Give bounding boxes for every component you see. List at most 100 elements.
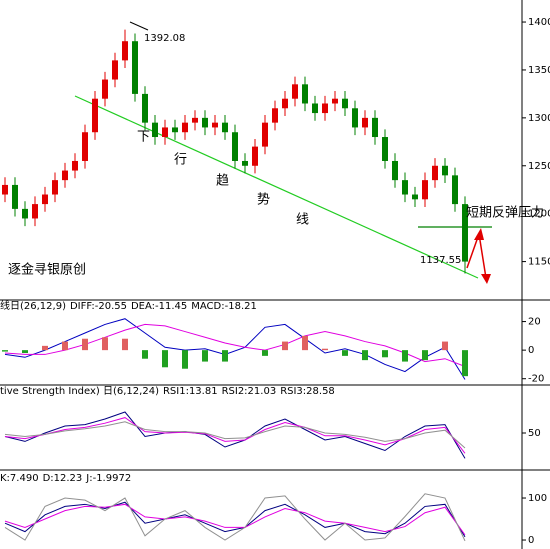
y-tick-label: 50	[528, 428, 541, 439]
candle-body	[132, 41, 138, 94]
panel-title: tive Strength Index) 日(6,12,24)	[0, 386, 159, 397]
histogram-bar	[402, 350, 408, 362]
y-tick-label: 0	[528, 345, 534, 356]
arrowhead	[481, 274, 491, 284]
candle-body	[292, 84, 298, 99]
y-tick-label: -20	[528, 374, 544, 385]
histogram-bar	[282, 341, 288, 351]
candle-body	[442, 165, 448, 176]
histogram-bar	[122, 338, 128, 351]
y-tick-label: 1350	[528, 65, 550, 76]
histogram-bar	[182, 350, 188, 369]
candle-body	[32, 204, 38, 219]
candle-body	[342, 98, 348, 109]
candle-body	[282, 98, 288, 109]
panel-title: 线日(26,12,9)	[0, 299, 66, 312]
y-tick-label: 20	[528, 317, 541, 328]
candle-body	[192, 117, 198, 123]
candle-body	[112, 60, 118, 80]
legend-entry: RSI2:21.03	[222, 386, 277, 397]
histogram-bar	[162, 350, 168, 368]
candle-body	[422, 180, 428, 200]
candle-body	[92, 98, 98, 133]
candle-body	[332, 98, 338, 104]
candle-body	[52, 180, 58, 195]
annotation: 线	[296, 213, 309, 228]
arrow	[478, 233, 487, 279]
candle-body	[22, 208, 28, 219]
y-tick-label: 100	[528, 493, 547, 504]
annotation: 趋	[216, 174, 229, 189]
candle-body	[322, 103, 328, 114]
candle-body	[212, 122, 218, 128]
candle-body	[2, 184, 8, 195]
marks: 1150 1200 1250 1300 1350 1400 -20 0 20 线日(26,12,9…	[0, 17, 550, 546]
legend-entry: K:7.490	[0, 473, 39, 484]
series-line	[4, 493, 466, 542]
y-tick-label: 0	[528, 535, 534, 546]
annotation: 势	[257, 192, 270, 208]
candle-body	[382, 137, 388, 161]
legend-entry: RSI1:13.81	[163, 386, 218, 397]
candle-body	[272, 108, 278, 123]
candle-body	[142, 93, 148, 123]
candle-body	[432, 165, 438, 181]
trend-line	[74, 95, 479, 279]
y-tick-label: 1400	[528, 17, 550, 28]
histogram-bar	[262, 350, 268, 356]
candle-body	[352, 108, 358, 128]
annotation-leader	[129, 21, 149, 31]
candle-body	[42, 194, 48, 205]
candle-body	[152, 122, 158, 138]
histogram-bar	[102, 337, 108, 351]
series-line	[4, 501, 466, 538]
annotation: 1392.08	[144, 33, 185, 44]
series-line	[4, 503, 466, 536]
histogram-bar	[302, 335, 308, 351]
series-line	[4, 421, 466, 449]
histogram-bar	[2, 350, 8, 352]
annotation: 行	[174, 153, 187, 168]
annotation: 1137.55	[420, 255, 461, 266]
histogram-bar	[362, 350, 368, 361]
series-line	[4, 323, 466, 367]
histogram-bar	[442, 341, 448, 351]
histogram-bar	[22, 350, 28, 353]
histogram-bar	[342, 350, 348, 356]
candle-body	[122, 41, 128, 61]
candle-body	[102, 79, 108, 99]
candle-body	[242, 160, 248, 166]
candle-body	[402, 180, 408, 195]
histogram-bar	[42, 345, 48, 351]
y-tick-label: 1300	[528, 113, 550, 124]
candle-body	[302, 84, 308, 104]
legend-entry: RSI3:28.58	[280, 386, 335, 397]
legend-entry: J:-1.9972	[85, 473, 131, 484]
candle-body	[82, 132, 88, 161]
legend-entry: MACD:-18.21	[191, 301, 257, 312]
histogram-bar	[422, 350, 428, 361]
candle-body	[412, 194, 418, 200]
histogram-bar	[202, 350, 208, 362]
candle-body	[452, 175, 458, 205]
candle-body	[232, 132, 238, 161]
legend-entry: DEA:-11.45	[131, 301, 187, 312]
candle-body	[62, 170, 68, 181]
candle-body	[392, 160, 398, 181]
histogram-bar	[222, 350, 228, 362]
annotation: 逐金寻银原创	[8, 262, 86, 278]
candle-body	[202, 117, 208, 128]
y-tick-label: 1150	[528, 257, 550, 268]
histogram-bar	[382, 350, 388, 358]
series-line	[4, 411, 466, 459]
series-line	[4, 318, 466, 380]
candle-body	[372, 117, 378, 138]
candle-body	[312, 103, 318, 114]
candle-body	[182, 122, 188, 133]
histogram-bar	[462, 350, 468, 377]
candle-body	[362, 117, 368, 128]
candle-body	[12, 184, 18, 209]
candle-body	[262, 122, 268, 147]
candle-body	[252, 146, 258, 166]
